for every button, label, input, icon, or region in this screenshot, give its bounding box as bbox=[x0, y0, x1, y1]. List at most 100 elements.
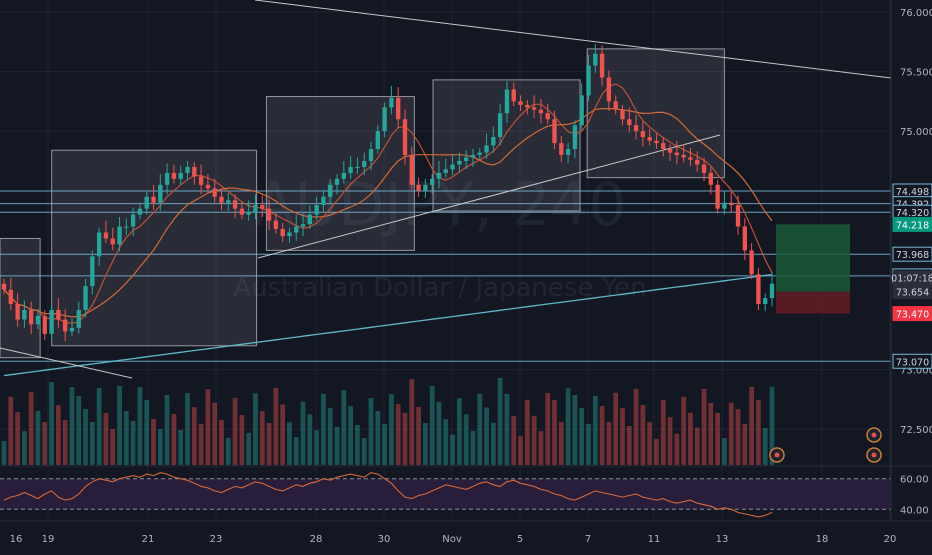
volume-bar bbox=[436, 402, 442, 465]
candle-body bbox=[171, 172, 177, 179]
candle bbox=[362, 152, 367, 176]
candle bbox=[749, 243, 754, 279]
volume-bar bbox=[42, 422, 48, 465]
candle-body bbox=[260, 205, 265, 209]
candle-body bbox=[137, 208, 143, 215]
volume-bar bbox=[531, 415, 537, 465]
candle bbox=[321, 189, 326, 213]
volume-bar bbox=[742, 424, 748, 465]
candle-body bbox=[661, 143, 666, 150]
volume-bar bbox=[592, 396, 598, 465]
volume-bar bbox=[511, 416, 517, 465]
volume-bar bbox=[123, 411, 129, 465]
candle-body bbox=[382, 107, 387, 132]
volume-bar bbox=[715, 413, 721, 465]
candle bbox=[137, 202, 143, 220]
candle-body bbox=[593, 53, 598, 66]
candle bbox=[90, 250, 95, 295]
candle bbox=[572, 120, 578, 159]
event-icon-dot bbox=[871, 452, 877, 458]
countdown-label: 01:07:18 bbox=[891, 274, 932, 285]
price-label-box bbox=[892, 216, 932, 232]
candle bbox=[620, 104, 625, 126]
candle bbox=[511, 82, 516, 107]
candle bbox=[83, 279, 88, 318]
candle bbox=[307, 205, 313, 229]
volume-bar bbox=[15, 412, 20, 465]
volume-bar bbox=[219, 420, 224, 465]
candle-body bbox=[151, 196, 156, 203]
candle bbox=[178, 165, 183, 185]
volume-bar bbox=[321, 393, 326, 465]
volume-bar bbox=[565, 388, 571, 465]
time-axis-label: 20 bbox=[884, 534, 897, 545]
candle-body bbox=[531, 107, 537, 110]
target-zone bbox=[776, 224, 850, 292]
candle bbox=[627, 107, 632, 133]
time-axis-label: 19 bbox=[42, 534, 55, 545]
candle bbox=[565, 143, 571, 164]
candle bbox=[450, 155, 455, 176]
economic-event-icon[interactable] bbox=[866, 427, 882, 443]
candle-body bbox=[525, 104, 530, 108]
candle bbox=[22, 300, 27, 328]
volume-bar bbox=[667, 417, 673, 465]
candle bbox=[593, 44, 598, 73]
volume-bar bbox=[130, 421, 136, 465]
candle bbox=[368, 141, 374, 171]
volume-bar bbox=[341, 390, 347, 465]
volume-bar bbox=[212, 402, 218, 465]
candle-body bbox=[300, 224, 306, 227]
candle bbox=[613, 95, 618, 115]
volume-bar bbox=[586, 424, 591, 465]
volume-bar bbox=[429, 386, 435, 465]
candle bbox=[436, 160, 442, 189]
volume-bar bbox=[443, 419, 449, 465]
candle bbox=[192, 162, 197, 185]
candle-body bbox=[96, 232, 102, 257]
time-axis-label: Nov bbox=[442, 534, 462, 545]
candle bbox=[470, 149, 476, 167]
flag-event-icon[interactable] bbox=[866, 447, 882, 463]
volume-bar bbox=[355, 425, 360, 465]
candle bbox=[430, 174, 435, 194]
candle-body bbox=[477, 152, 482, 155]
price-label-box bbox=[892, 353, 932, 369]
volume-bar bbox=[545, 393, 551, 465]
candle bbox=[219, 188, 224, 210]
candle bbox=[701, 157, 707, 182]
time-axis-label: 21 bbox=[142, 534, 155, 545]
volume-bar bbox=[395, 404, 401, 465]
volume-bar bbox=[620, 408, 625, 465]
volume-bar bbox=[55, 405, 61, 465]
volume-bar bbox=[633, 389, 639, 465]
volume-bar bbox=[423, 423, 428, 465]
volume-bar bbox=[382, 424, 387, 465]
candle-body bbox=[538, 109, 544, 114]
candle-body bbox=[491, 137, 496, 146]
candle-body bbox=[722, 202, 727, 209]
candle-body bbox=[565, 149, 571, 155]
price-axis-label: 72.500 bbox=[900, 425, 932, 436]
volume-bar bbox=[259, 411, 265, 465]
candle-body bbox=[701, 164, 707, 173]
candle bbox=[729, 191, 734, 213]
candle-body bbox=[579, 95, 584, 126]
candle-body bbox=[287, 232, 292, 237]
volume-bar bbox=[8, 396, 14, 465]
candle bbox=[103, 220, 109, 244]
candle-body bbox=[708, 172, 714, 185]
watermark-symbol: AUDJPY, 240 bbox=[253, 170, 626, 240]
volume-bar bbox=[185, 393, 190, 465]
price-label: 73.968 bbox=[896, 250, 929, 261]
volume-bar bbox=[191, 407, 197, 465]
economic-event-icon[interactable] bbox=[769, 447, 785, 463]
candle bbox=[409, 146, 414, 190]
candle-body bbox=[729, 202, 734, 206]
candle-body bbox=[586, 65, 591, 96]
time-axis-label: 30 bbox=[378, 534, 391, 545]
candle-body bbox=[334, 178, 340, 185]
candle-body bbox=[362, 160, 367, 167]
